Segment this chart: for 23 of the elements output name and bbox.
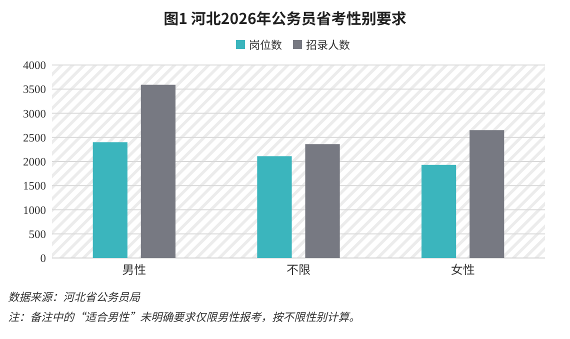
bar xyxy=(305,144,340,258)
text: 注：备注中的“适合男性”未明确要求仅限男性报考，按不限性别计算。 xyxy=(8,309,360,325)
x-tick-label: 女性 xyxy=(450,261,475,278)
legend-label: 招录人数 xyxy=(306,36,350,53)
y-tick-label: 0 xyxy=(40,253,46,266)
y-tick-label: 3500 xyxy=(23,84,46,96)
y-tick-label: 2500 xyxy=(23,132,46,144)
y-tick-label: 3000 xyxy=(23,108,46,120)
source-note: 数据来源：河北省公务员局 xyxy=(8,289,141,305)
bar xyxy=(470,130,504,258)
y-tick-label: 4000 xyxy=(23,60,46,72)
bar xyxy=(140,84,176,258)
x-tick-label: 不限 xyxy=(286,261,311,278)
y-tick-label: 2000 xyxy=(23,156,46,169)
y-tick-label: 500 xyxy=(28,228,46,241)
chart-title: 图1 河北2026年公务员省考性别要求 xyxy=(164,8,406,29)
y-tick-label: 1500 xyxy=(23,180,46,193)
bar xyxy=(92,142,128,258)
y-tick-label: 1000 xyxy=(23,204,46,217)
legend-label: 岗位数 xyxy=(249,36,282,53)
x-tick-label: 男性 xyxy=(122,261,146,278)
bar xyxy=(422,164,456,258)
bar xyxy=(257,156,292,258)
